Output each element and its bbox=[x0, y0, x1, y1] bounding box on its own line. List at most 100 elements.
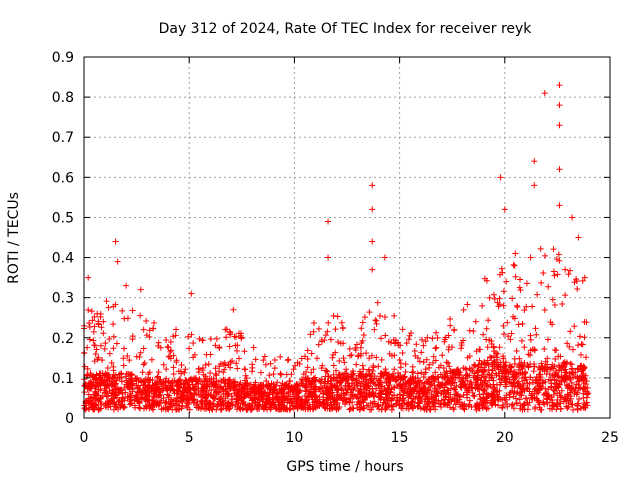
data-point bbox=[349, 405, 356, 412]
data-point bbox=[406, 332, 413, 339]
data-point bbox=[226, 343, 233, 350]
data-point bbox=[347, 352, 354, 359]
y-tick-label: 0.6 bbox=[52, 170, 74, 186]
data-point bbox=[577, 351, 584, 358]
y-tick-label: 0.5 bbox=[52, 210, 74, 226]
data-point bbox=[124, 352, 131, 359]
data-point bbox=[296, 360, 303, 367]
data-point bbox=[207, 335, 214, 342]
data-point bbox=[207, 369, 214, 376]
data-point bbox=[432, 345, 439, 352]
data-point bbox=[195, 378, 202, 385]
data-point bbox=[538, 360, 545, 367]
data-point bbox=[337, 379, 344, 386]
data-point bbox=[381, 396, 388, 403]
data-point bbox=[304, 347, 311, 354]
data-point bbox=[383, 369, 390, 376]
data-point bbox=[402, 361, 409, 368]
data-point bbox=[374, 299, 381, 306]
data-point bbox=[251, 394, 258, 401]
data-point bbox=[167, 338, 174, 345]
data-point bbox=[535, 364, 542, 371]
data-point bbox=[140, 326, 147, 333]
data-point bbox=[314, 355, 321, 362]
data-point bbox=[229, 358, 236, 365]
data-point bbox=[420, 391, 427, 398]
y-axis-label: ROTI / TECUs bbox=[6, 192, 22, 284]
data-point bbox=[353, 361, 360, 368]
data-point bbox=[500, 302, 507, 309]
data-point bbox=[515, 378, 522, 385]
data-point bbox=[241, 391, 248, 398]
data-point bbox=[110, 321, 117, 328]
data-point bbox=[207, 401, 214, 408]
data-point bbox=[339, 325, 346, 332]
data-point bbox=[247, 404, 254, 411]
data-point bbox=[419, 385, 426, 392]
data-point bbox=[200, 371, 207, 378]
data-point bbox=[121, 385, 128, 392]
data-point bbox=[545, 376, 552, 383]
data-point bbox=[416, 400, 423, 407]
data-point bbox=[298, 355, 305, 362]
data-point bbox=[95, 354, 102, 361]
data-point bbox=[550, 246, 557, 253]
data-point bbox=[488, 390, 495, 397]
data-point bbox=[104, 381, 111, 388]
data-point bbox=[384, 388, 391, 395]
data-point bbox=[510, 373, 517, 380]
x-axis-label: GPS time / hours bbox=[286, 459, 403, 475]
data-point bbox=[89, 374, 96, 381]
data-point bbox=[216, 398, 223, 405]
data-point bbox=[497, 271, 504, 278]
data-point bbox=[181, 369, 188, 376]
data-point bbox=[581, 401, 588, 408]
data-point bbox=[223, 326, 230, 333]
data-point bbox=[220, 397, 227, 404]
data-point bbox=[318, 365, 325, 372]
data-point bbox=[348, 371, 355, 378]
data-point bbox=[420, 384, 427, 391]
data-point bbox=[510, 405, 517, 412]
data-point bbox=[504, 400, 511, 407]
data-point bbox=[182, 386, 189, 393]
data-point bbox=[268, 401, 275, 408]
data-point bbox=[167, 348, 174, 355]
data-point bbox=[312, 404, 319, 411]
data-point bbox=[213, 388, 220, 395]
data-point bbox=[317, 388, 324, 395]
data-point bbox=[476, 386, 483, 393]
data-point bbox=[286, 378, 293, 385]
data-point bbox=[340, 355, 347, 362]
data-point bbox=[431, 388, 438, 395]
data-point bbox=[528, 392, 535, 399]
data-point bbox=[188, 331, 195, 338]
data-point bbox=[102, 389, 109, 396]
data-point bbox=[243, 390, 250, 397]
data-point bbox=[158, 406, 165, 413]
data-point bbox=[447, 394, 454, 401]
data-point bbox=[361, 314, 368, 321]
data-point bbox=[466, 397, 473, 404]
data-point bbox=[127, 371, 134, 378]
data-point bbox=[199, 337, 206, 344]
data-point bbox=[508, 402, 515, 409]
data-point bbox=[162, 384, 169, 391]
data-point bbox=[363, 350, 370, 357]
data-point bbox=[415, 389, 422, 396]
data-point bbox=[355, 353, 362, 360]
data-point bbox=[382, 366, 389, 373]
data-point bbox=[91, 313, 98, 320]
data-point bbox=[383, 377, 390, 384]
data-point bbox=[494, 299, 501, 306]
data-point bbox=[293, 381, 300, 388]
data-point bbox=[271, 365, 278, 372]
data-point bbox=[124, 371, 131, 378]
data-point bbox=[576, 333, 583, 340]
data-point bbox=[521, 377, 528, 384]
data-point bbox=[268, 380, 275, 387]
data-point bbox=[581, 319, 588, 326]
data-point bbox=[299, 404, 306, 411]
data-point bbox=[497, 359, 504, 366]
data-point bbox=[112, 392, 119, 399]
